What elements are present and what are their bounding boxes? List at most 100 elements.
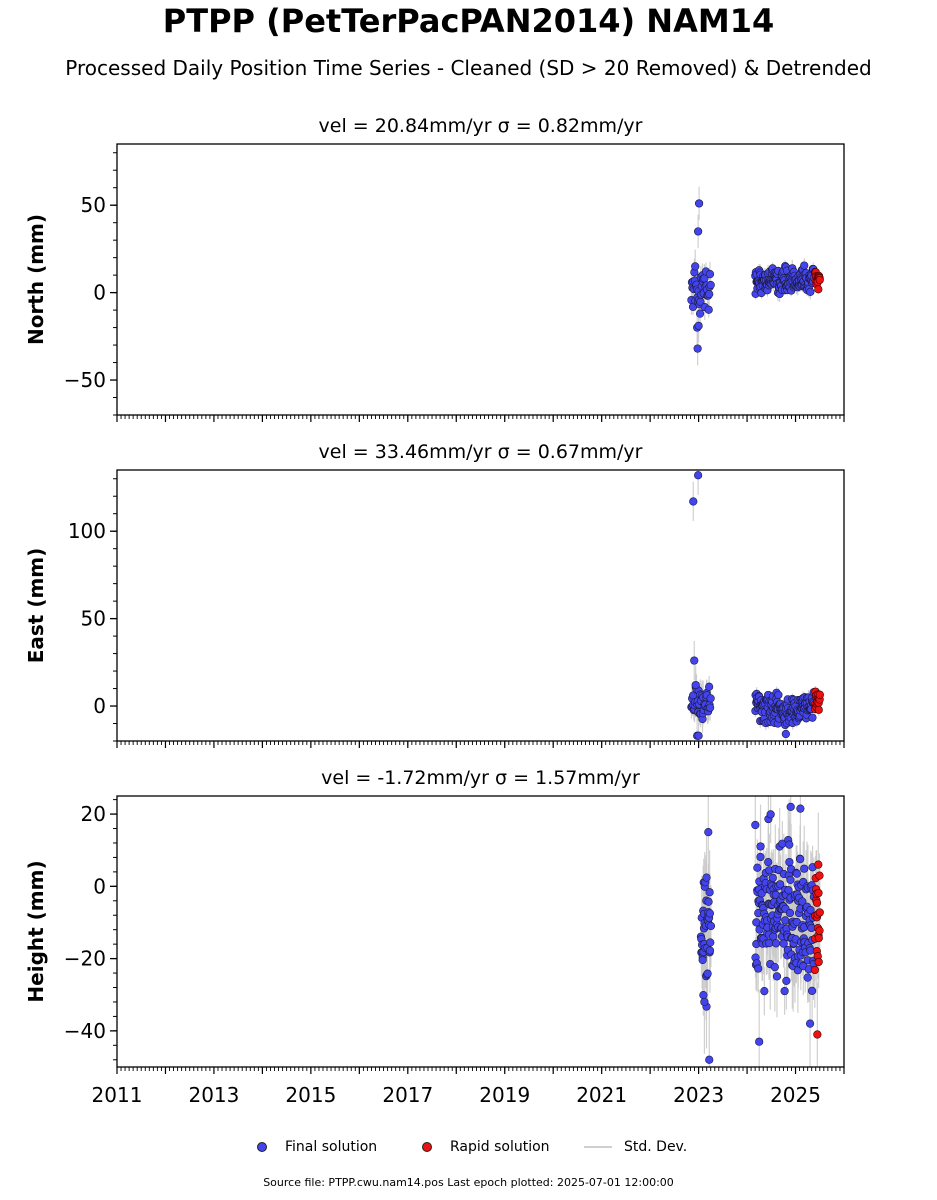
data-group — [687, 470, 824, 741]
legend-item-std: Std. Dev. — [584, 1136, 687, 1158]
final-solution-point — [705, 888, 714, 897]
final-solution-point — [774, 690, 783, 700]
final-solution-point — [700, 997, 709, 1007]
final-solution-point — [756, 842, 765, 851]
x-tick-label: 2015 — [285, 1083, 336, 1107]
final-solution-point — [796, 804, 805, 813]
final-solution-point — [755, 1037, 764, 1046]
source-footer: Source file: PTPP.cwu.nam14.pos Last epo… — [263, 1176, 674, 1189]
final-solution-point — [792, 869, 802, 878]
final-solution-point — [703, 969, 712, 978]
rapid-solution-point — [814, 285, 823, 294]
chart-subtitle: Processed Daily Position Time Series - C… — [65, 56, 872, 80]
final-solution-point — [693, 344, 702, 353]
final-solution-point — [781, 916, 790, 925]
final-solution-point — [798, 897, 807, 906]
final-solution-point — [785, 908, 795, 918]
final-solution-point — [786, 802, 795, 811]
final-solution-point — [704, 305, 713, 314]
final-solution-point — [705, 289, 714, 299]
final-solution-point — [694, 471, 703, 480]
final-solution-point — [702, 873, 711, 882]
final-solution-point — [796, 854, 805, 864]
final-solution-point — [694, 227, 703, 236]
y-tick-label: 0 — [93, 281, 106, 305]
final-solution-point — [760, 987, 769, 996]
legend-std-label: Std. Dev. — [624, 1139, 688, 1155]
x-tick-label: 2023 — [673, 1083, 724, 1107]
rapid-solution-point — [815, 275, 824, 285]
rapid-solution-point — [812, 898, 822, 907]
final-solution-point — [706, 921, 716, 931]
final-solution-point — [698, 955, 707, 965]
rapid-solution-point — [813, 1030, 822, 1039]
final-solution-point — [806, 287, 815, 296]
final-solution-point — [694, 731, 703, 740]
final-solution-point — [694, 321, 703, 330]
final-solution-point — [691, 262, 700, 271]
rapid-marker-icon — [422, 1142, 432, 1152]
y-tick-label: 50 — [81, 607, 106, 631]
y-tick-label: 100 — [68, 519, 106, 543]
final-solution-point — [751, 820, 760, 830]
final-solution-point — [691, 680, 700, 690]
final-solution-point — [782, 976, 791, 985]
final-solution-point — [806, 905, 815, 915]
axes-frame — [116, 143, 845, 416]
legend-item-final: Final solution — [257, 1136, 377, 1158]
final-solution-point — [765, 938, 774, 948]
final-solution-point — [754, 964, 763, 973]
final-solution-point — [706, 703, 715, 712]
legend-item-rapid: Rapid solution — [422, 1136, 550, 1158]
rapid-solution-point — [814, 934, 823, 943]
final-solution-point — [689, 497, 698, 506]
y-tick-label: 0 — [93, 874, 106, 898]
final-solution-point — [770, 963, 779, 972]
final-solution-point — [800, 864, 809, 873]
y-axis-label: North (mm) — [24, 214, 48, 345]
x-tick-label: 2017 — [382, 1083, 433, 1107]
final-solution-point — [705, 682, 714, 691]
final-solution-point — [784, 886, 793, 895]
final-solution-point — [781, 729, 790, 739]
final-solution-point — [769, 932, 778, 941]
data-group — [687, 186, 824, 366]
y-tick-label: 20 — [81, 802, 106, 826]
y-tick-label: −40 — [64, 1019, 106, 1043]
data-group — [696, 796, 824, 1067]
legend-rapid-label: Rapid solution — [450, 1139, 550, 1155]
y-axis-label: East (mm) — [24, 548, 48, 664]
final-solution-point — [705, 269, 715, 279]
final-solution-point — [704, 897, 713, 906]
final-solution-point — [771, 939, 781, 948]
final-solution-point — [756, 852, 765, 862]
x-tick-label: 2013 — [188, 1083, 239, 1107]
panel-title: vel = 33.46mm/yr σ = 0.67mm/yr — [319, 441, 643, 463]
rapid-solution-point — [814, 957, 823, 967]
final-solution-point — [805, 1019, 815, 1028]
legend: Final solution Rapid solution Std. Dev. — [0, 1136, 937, 1158]
final-solution-point — [704, 828, 713, 837]
rapid-solution-point — [814, 860, 823, 869]
final-solution-point — [706, 280, 715, 290]
y-tick-label: −50 — [64, 368, 106, 392]
final-solution-point — [690, 656, 699, 665]
final-solution-point — [766, 810, 775, 819]
final-solution-point — [694, 199, 704, 208]
rapid-solution-point — [810, 965, 819, 975]
final-solution-point — [779, 939, 788, 948]
final-solution-point — [706, 938, 715, 947]
rapid-solution-point — [815, 926, 824, 935]
rapid-solution-point — [815, 908, 824, 917]
rapid-solution-point — [815, 690, 824, 699]
final-solution-point — [800, 261, 809, 270]
x-tick-label: 2021 — [576, 1083, 627, 1107]
y-tick-label: 50 — [81, 193, 106, 217]
axes-frame — [116, 469, 845, 742]
axes-frame — [116, 795, 845, 1068]
final-solution-point — [807, 986, 817, 996]
final-solution-point — [808, 713, 817, 722]
x-tick-label: 2019 — [479, 1083, 530, 1107]
final-solution-point — [772, 972, 782, 981]
